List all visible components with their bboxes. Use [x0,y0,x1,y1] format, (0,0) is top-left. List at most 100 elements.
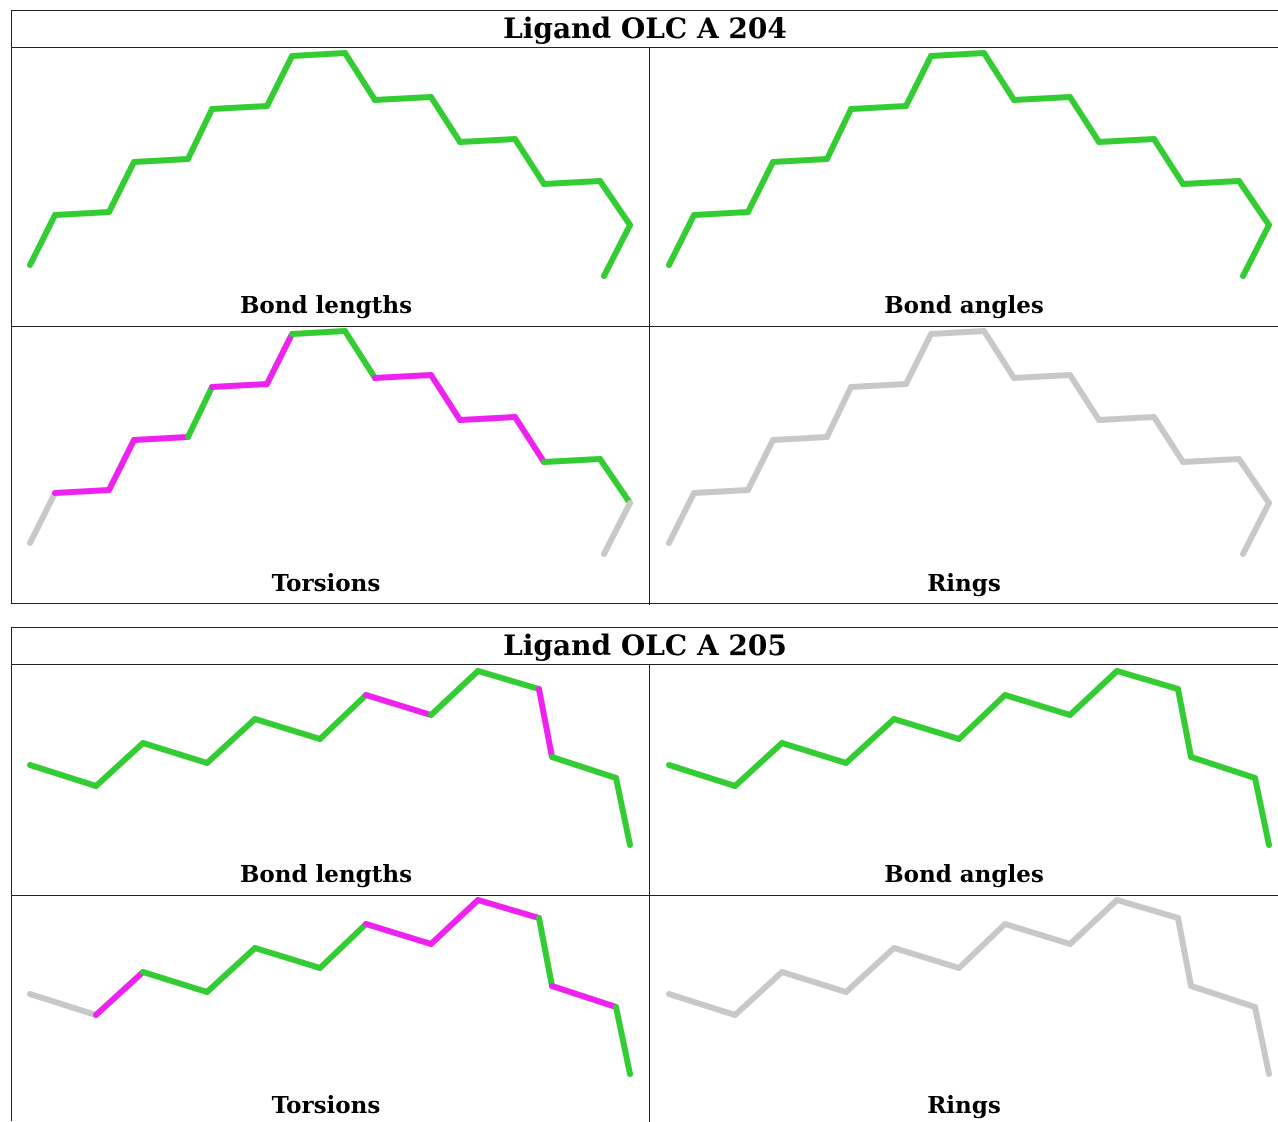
bond-stick [1175,686,1194,760]
bond-stick [209,381,270,390]
bond-stick [848,381,909,390]
bond-stick [1240,222,1272,279]
caption-torsions: Torsions [271,1092,381,1119]
bond-stick [732,740,785,789]
ligand-title: Ligand OLC A 205 [12,628,1278,665]
caption-bond-lengths: Bond lengths [239,861,413,888]
bond-stick [891,716,962,742]
bond-stick [891,945,962,971]
bond-stick [1096,414,1157,423]
bond-stick [601,222,633,279]
bond-stick [824,106,854,162]
bond-stick [512,136,547,187]
bond-stick [536,686,555,760]
bond-stick [342,50,378,103]
bond-stick [597,456,633,506]
bond-stick [204,716,258,766]
bond-stick [52,209,112,218]
bond-stick [691,487,751,496]
bond-stick [1067,668,1120,718]
bond-stick [475,897,542,921]
bond-stick [843,716,897,766]
bond-stick [549,983,619,1010]
bond-angles-molecule [666,50,1272,279]
caption-rings: Rings [927,1092,1001,1119]
bond-stick [981,328,1017,381]
bond-stick [1067,372,1102,423]
caption-bond-angles: Bond angles [884,861,1044,888]
bond-stick [1114,668,1181,692]
bond-stick [1252,1004,1272,1077]
bond-stick [512,414,547,465]
bond-stick [597,178,633,228]
bond-stick [106,159,137,215]
bond-stick [317,692,369,742]
bond-stick [956,692,1008,742]
bond-stick [93,740,146,789]
bond-stick [1175,915,1194,989]
bond-stick [903,331,934,387]
bond-stick [541,178,603,187]
bond-stick [549,754,619,781]
bond-stick [779,740,849,766]
bond-stick [27,490,58,546]
torsions-molecule [27,897,633,1077]
bond-stick [770,434,830,443]
bond-stick [209,103,270,112]
bond-stick [666,762,738,789]
bond-stick [140,740,210,766]
bond-stick [770,156,830,165]
bond-stick [428,372,463,423]
bond-stick [1067,897,1120,947]
bond-stick [745,159,776,215]
torsions-molecule [27,328,633,557]
caption-rings: Rings [927,570,1001,597]
bond-stick [1011,94,1073,103]
bond-stick [928,50,987,59]
bond-stick [903,53,934,109]
bond-stick [1236,456,1272,506]
bond-stick [981,50,1017,103]
bond-stick [613,775,633,848]
bond-stick [541,456,603,465]
bond-stick [666,991,738,1018]
bond-stick [1188,754,1258,781]
rings-molecule [666,897,1272,1077]
bond-stick [1180,456,1242,465]
bond-stick [666,212,697,268]
row-divider [12,895,1278,896]
bond-stick [1151,136,1186,187]
bond-lengths-molecule [27,50,633,279]
bond-stick [1002,921,1073,947]
column-divider [649,665,650,1122]
bond-stick [601,500,633,557]
bond-stick [204,945,258,995]
bond-stick [252,945,323,971]
bond-stick [317,921,369,971]
bond-stick [824,384,854,440]
caption-torsions: Torsions [271,570,381,597]
bond-stick [732,969,785,1018]
bond-stick [342,328,378,381]
bond-stick [691,209,751,218]
bond-stick [745,437,776,493]
bond-stick [457,414,518,423]
ligand-title: Ligand OLC A 204 [12,11,1278,48]
bond-stick [93,969,146,1018]
bond-stick [1067,94,1102,145]
bond-stick [27,212,58,268]
bond-stick [363,921,434,947]
bond-stick [1151,414,1186,465]
bond-stick [956,921,1008,971]
caption-bond-angles: Bond angles [884,292,1044,319]
bond-stick [428,668,481,718]
bond-stick [1096,136,1157,145]
bond-stick [1011,372,1073,381]
bond-stick [843,945,897,995]
bond-stick [666,490,697,546]
bond-stick [372,372,434,381]
bond-stick [185,106,215,162]
bond-stick [1252,775,1272,848]
bond-stick [928,328,987,337]
